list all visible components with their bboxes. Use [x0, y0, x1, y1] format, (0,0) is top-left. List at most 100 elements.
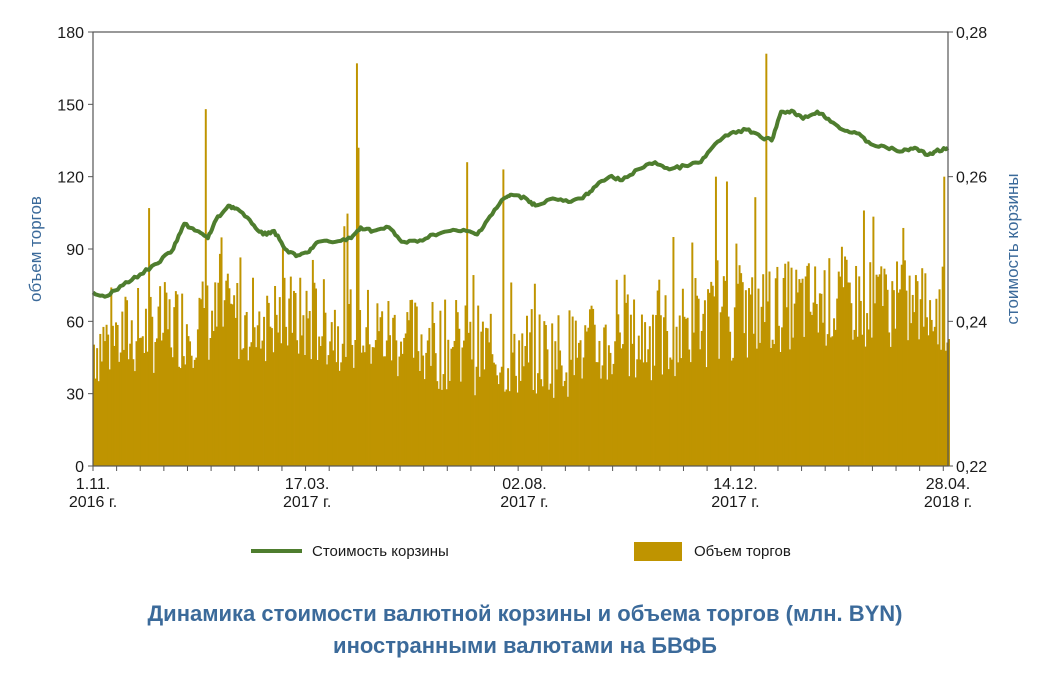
volume-bar	[537, 373, 539, 466]
volume-bar	[576, 357, 579, 466]
volume-bar	[248, 346, 251, 466]
volume-bar	[376, 303, 379, 466]
volume-bar	[283, 277, 286, 466]
volume-bar	[620, 348, 623, 466]
volume-bar	[870, 337, 873, 466]
volume-bar	[434, 353, 437, 466]
volume-bar	[274, 285, 277, 466]
volume-bar	[119, 352, 122, 466]
volume-bar	[349, 289, 352, 466]
volume-bar	[155, 338, 158, 466]
volume-bar	[792, 337, 795, 466]
x-tick-label: 17.03.	[285, 476, 329, 493]
volume-bar	[390, 360, 393, 466]
volume-bar	[725, 181, 728, 467]
volume-bar	[362, 345, 365, 466]
volume-bar	[335, 362, 338, 466]
volume-bar	[590, 305, 593, 466]
volume-bar	[450, 348, 453, 466]
volume-bar	[622, 344, 625, 466]
volume-bar	[628, 376, 631, 466]
volume-bar	[867, 329, 870, 466]
volume-bar	[261, 340, 264, 466]
volume-bar	[653, 365, 656, 466]
volume-bar	[914, 275, 917, 466]
volume-bar	[541, 386, 544, 466]
volume-bar	[804, 276, 807, 466]
volume-bar	[184, 364, 187, 466]
volume-bar	[444, 299, 447, 466]
volume-bar	[670, 359, 673, 466]
x-tick-label: 14.12.	[713, 476, 757, 493]
volume-bar	[494, 364, 497, 466]
volume-bar	[936, 344, 939, 466]
volume-bar	[255, 347, 258, 466]
volume-bar	[669, 357, 672, 466]
volume-bar	[97, 381, 100, 466]
volume-bar	[666, 331, 669, 466]
volume-bar	[165, 292, 168, 466]
volume-bar	[636, 359, 639, 466]
volume-bar	[445, 389, 448, 466]
volume-bar	[448, 380, 451, 466]
volume-bar	[672, 237, 675, 466]
volume-bar	[348, 304, 351, 466]
chart-title-line-2: иностранными валютами на БВФБ	[333, 633, 717, 658]
volume-bar	[464, 305, 467, 466]
volume-bar	[729, 331, 732, 466]
volume-bar	[124, 296, 127, 466]
volume-bar	[587, 327, 590, 466]
volume-bar	[225, 280, 228, 466]
volume-bar	[848, 282, 851, 466]
volume-bar	[195, 357, 198, 466]
volume-bar	[442, 374, 445, 466]
volume-bar	[315, 288, 317, 466]
volume-bar	[585, 331, 588, 466]
volume-bar	[655, 315, 658, 466]
left-axis: 0 30 60 90 120 150 180	[57, 25, 93, 476]
volume-bar	[721, 306, 724, 466]
volume-bar	[381, 311, 384, 466]
volume-bar	[513, 333, 516, 466]
volume-bar	[286, 345, 289, 466]
volume-bar	[393, 314, 396, 466]
volume-bar	[192, 367, 195, 466]
volume-bar	[433, 323, 436, 466]
volume-bar	[508, 391, 511, 466]
volume-bar	[302, 315, 305, 466]
volume-bar	[338, 370, 341, 466]
volume-bar	[705, 367, 708, 466]
volume-bar	[278, 297, 281, 466]
volume-bar	[245, 311, 248, 466]
volume-bar	[774, 278, 777, 466]
volume-bar	[929, 300, 932, 466]
volume-bar	[741, 282, 744, 466]
volume-bar	[781, 327, 784, 466]
volume-bar	[483, 369, 486, 466]
volume-bar	[617, 314, 620, 466]
volume-bar	[499, 372, 502, 466]
volume-bar	[703, 300, 706, 466]
volume-bar	[132, 359, 135, 466]
volume-bar	[773, 344, 776, 466]
volume-bar	[223, 300, 226, 466]
volume-bar	[99, 333, 102, 466]
volume-bar	[749, 294, 752, 466]
volume-bar	[614, 341, 617, 466]
volume-bar	[667, 369, 670, 466]
volume-bar	[280, 343, 283, 466]
volume-bar	[497, 384, 500, 466]
volume-bar	[480, 331, 483, 466]
volume-bar	[378, 331, 380, 466]
volume-bar	[577, 342, 580, 466]
volume-bar	[270, 328, 273, 466]
volume-bar	[648, 326, 651, 466]
volume-bar	[688, 349, 691, 466]
volume-bar	[762, 274, 765, 466]
volume-bar	[858, 276, 861, 466]
volume-bar	[861, 334, 864, 466]
volume-bar	[500, 366, 503, 466]
volume-bar	[477, 305, 480, 466]
volume-bar	[218, 253, 221, 466]
volume-bar	[412, 357, 415, 466]
